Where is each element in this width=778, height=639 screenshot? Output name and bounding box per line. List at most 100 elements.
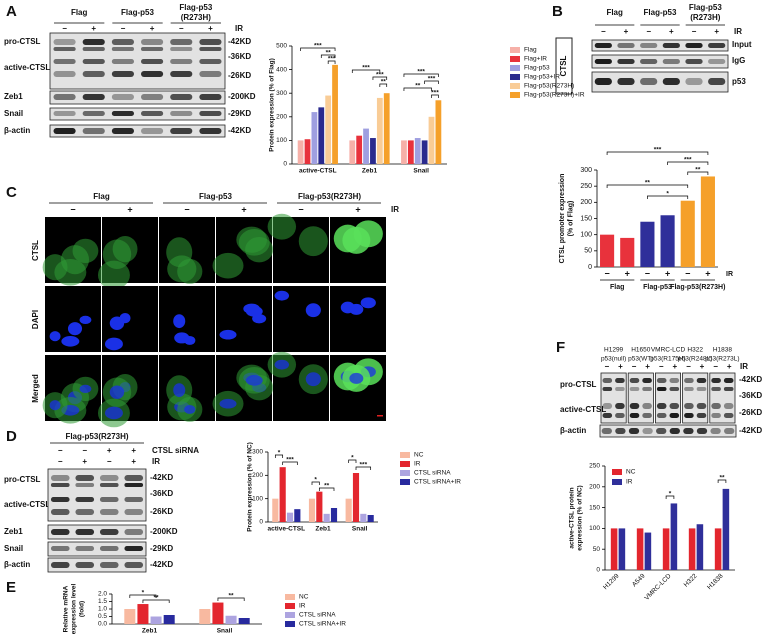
x-tick-label: − xyxy=(604,268,609,278)
row-label: β-actin xyxy=(560,426,586,435)
significance-label: ** xyxy=(695,167,701,174)
y-tick-label: 50 xyxy=(584,248,592,255)
lane-group: Flag xyxy=(71,8,88,17)
size-label: -200KD xyxy=(228,92,256,101)
condition-sign: − xyxy=(107,457,112,466)
legend-swatch xyxy=(285,612,295,618)
treatment-sign: + xyxy=(618,362,623,371)
significance-label: * xyxy=(142,590,145,597)
size-label: -42KD xyxy=(228,126,251,135)
bar xyxy=(435,100,442,164)
legend-swatch xyxy=(612,469,622,475)
x-tick-label: + xyxy=(625,268,630,278)
cell-stain xyxy=(342,226,371,254)
y-tick-label: 50 xyxy=(593,546,601,553)
blot-band xyxy=(141,128,164,134)
significance-bracket xyxy=(606,151,709,155)
blot-band xyxy=(170,59,193,64)
bar xyxy=(294,509,301,522)
y-axis-label: CTSL promoter expression xyxy=(559,174,566,264)
blot-band xyxy=(617,59,635,64)
blot-band xyxy=(602,403,613,409)
legend-swatch xyxy=(510,65,520,71)
significance-bracket xyxy=(318,487,335,491)
blot-band xyxy=(669,428,680,434)
bar xyxy=(714,528,722,570)
blot-band xyxy=(615,378,625,383)
blot-band xyxy=(684,378,694,383)
blot-band xyxy=(124,483,144,487)
row-label: β-actin xyxy=(4,560,30,569)
significance-label: *** xyxy=(286,457,294,464)
blot-band xyxy=(111,94,134,100)
group-label: Flag xyxy=(610,284,624,291)
y-tick-label: 1.5 xyxy=(98,598,107,605)
size-label: -36KD xyxy=(739,391,762,400)
blot-band xyxy=(124,497,144,502)
panel-label: F xyxy=(556,339,565,356)
y-tick-label: 200 xyxy=(252,472,263,479)
blot-band xyxy=(99,483,119,487)
blot-band xyxy=(708,43,726,48)
bar xyxy=(600,234,615,267)
y-tick-label: 400 xyxy=(276,66,287,73)
blot-band xyxy=(642,428,653,434)
legend-swatch xyxy=(285,603,295,609)
size-label: -36KD xyxy=(228,52,251,61)
treatment-sign: − xyxy=(70,204,75,214)
bar xyxy=(722,488,730,570)
significance-label: ** xyxy=(154,595,160,602)
y-tick-label: 500 xyxy=(276,43,287,50)
size-label: -29KD xyxy=(150,544,173,553)
y-axis-label: expression level xyxy=(71,584,78,635)
y-tick-label: 150 xyxy=(589,504,600,511)
bar xyxy=(700,176,715,267)
condition-label: IR xyxy=(152,457,160,466)
blot-band xyxy=(50,562,70,568)
blot-band xyxy=(50,497,70,502)
blot-frame xyxy=(47,541,147,557)
bar xyxy=(225,615,237,624)
size-label: -42KD xyxy=(150,473,173,482)
size-label: -42KD xyxy=(228,37,251,46)
blot-band xyxy=(141,94,164,100)
blot-band xyxy=(99,546,119,551)
blot-band xyxy=(124,509,144,515)
row-label: p53 xyxy=(732,77,746,86)
bar xyxy=(212,602,224,624)
x-tick-label: H1838 xyxy=(706,572,725,591)
lane-group: (R273H) xyxy=(181,13,212,22)
nucleus xyxy=(184,404,196,414)
significance-label: * xyxy=(314,477,317,484)
blot-band xyxy=(75,483,95,487)
bar xyxy=(272,498,279,522)
blot-band xyxy=(141,59,164,64)
blot-band xyxy=(723,378,734,383)
size-label: -26KD xyxy=(739,408,762,417)
bar xyxy=(660,215,675,267)
cell-stain xyxy=(72,238,99,264)
blot-band xyxy=(199,111,222,116)
blot-band xyxy=(723,403,734,409)
legend-label: CTSL siRNA+IR xyxy=(299,621,346,628)
blot-band xyxy=(99,475,119,481)
significance-label: * xyxy=(669,491,672,498)
y-tick-label: 100 xyxy=(276,137,287,144)
condition-label: CTSL siRNA xyxy=(152,446,199,455)
size-label: -200KD xyxy=(150,527,178,536)
lane-group: p53(WT) xyxy=(628,356,653,363)
bar xyxy=(428,116,435,164)
y-tick-label: 250 xyxy=(589,463,600,470)
bar xyxy=(323,513,330,522)
blot-band xyxy=(696,378,707,383)
blot-band xyxy=(124,529,144,535)
blot-band xyxy=(656,403,667,409)
scale-bar xyxy=(377,415,383,417)
blot-band xyxy=(75,509,95,515)
y-axis-label: Protein expression (% of NC) xyxy=(247,442,254,532)
bar xyxy=(688,528,696,570)
lane-group: H1838 xyxy=(713,347,733,354)
y-tick-label: 200 xyxy=(276,114,287,121)
cell-stain xyxy=(42,254,68,281)
row-label: Merged xyxy=(31,374,40,403)
